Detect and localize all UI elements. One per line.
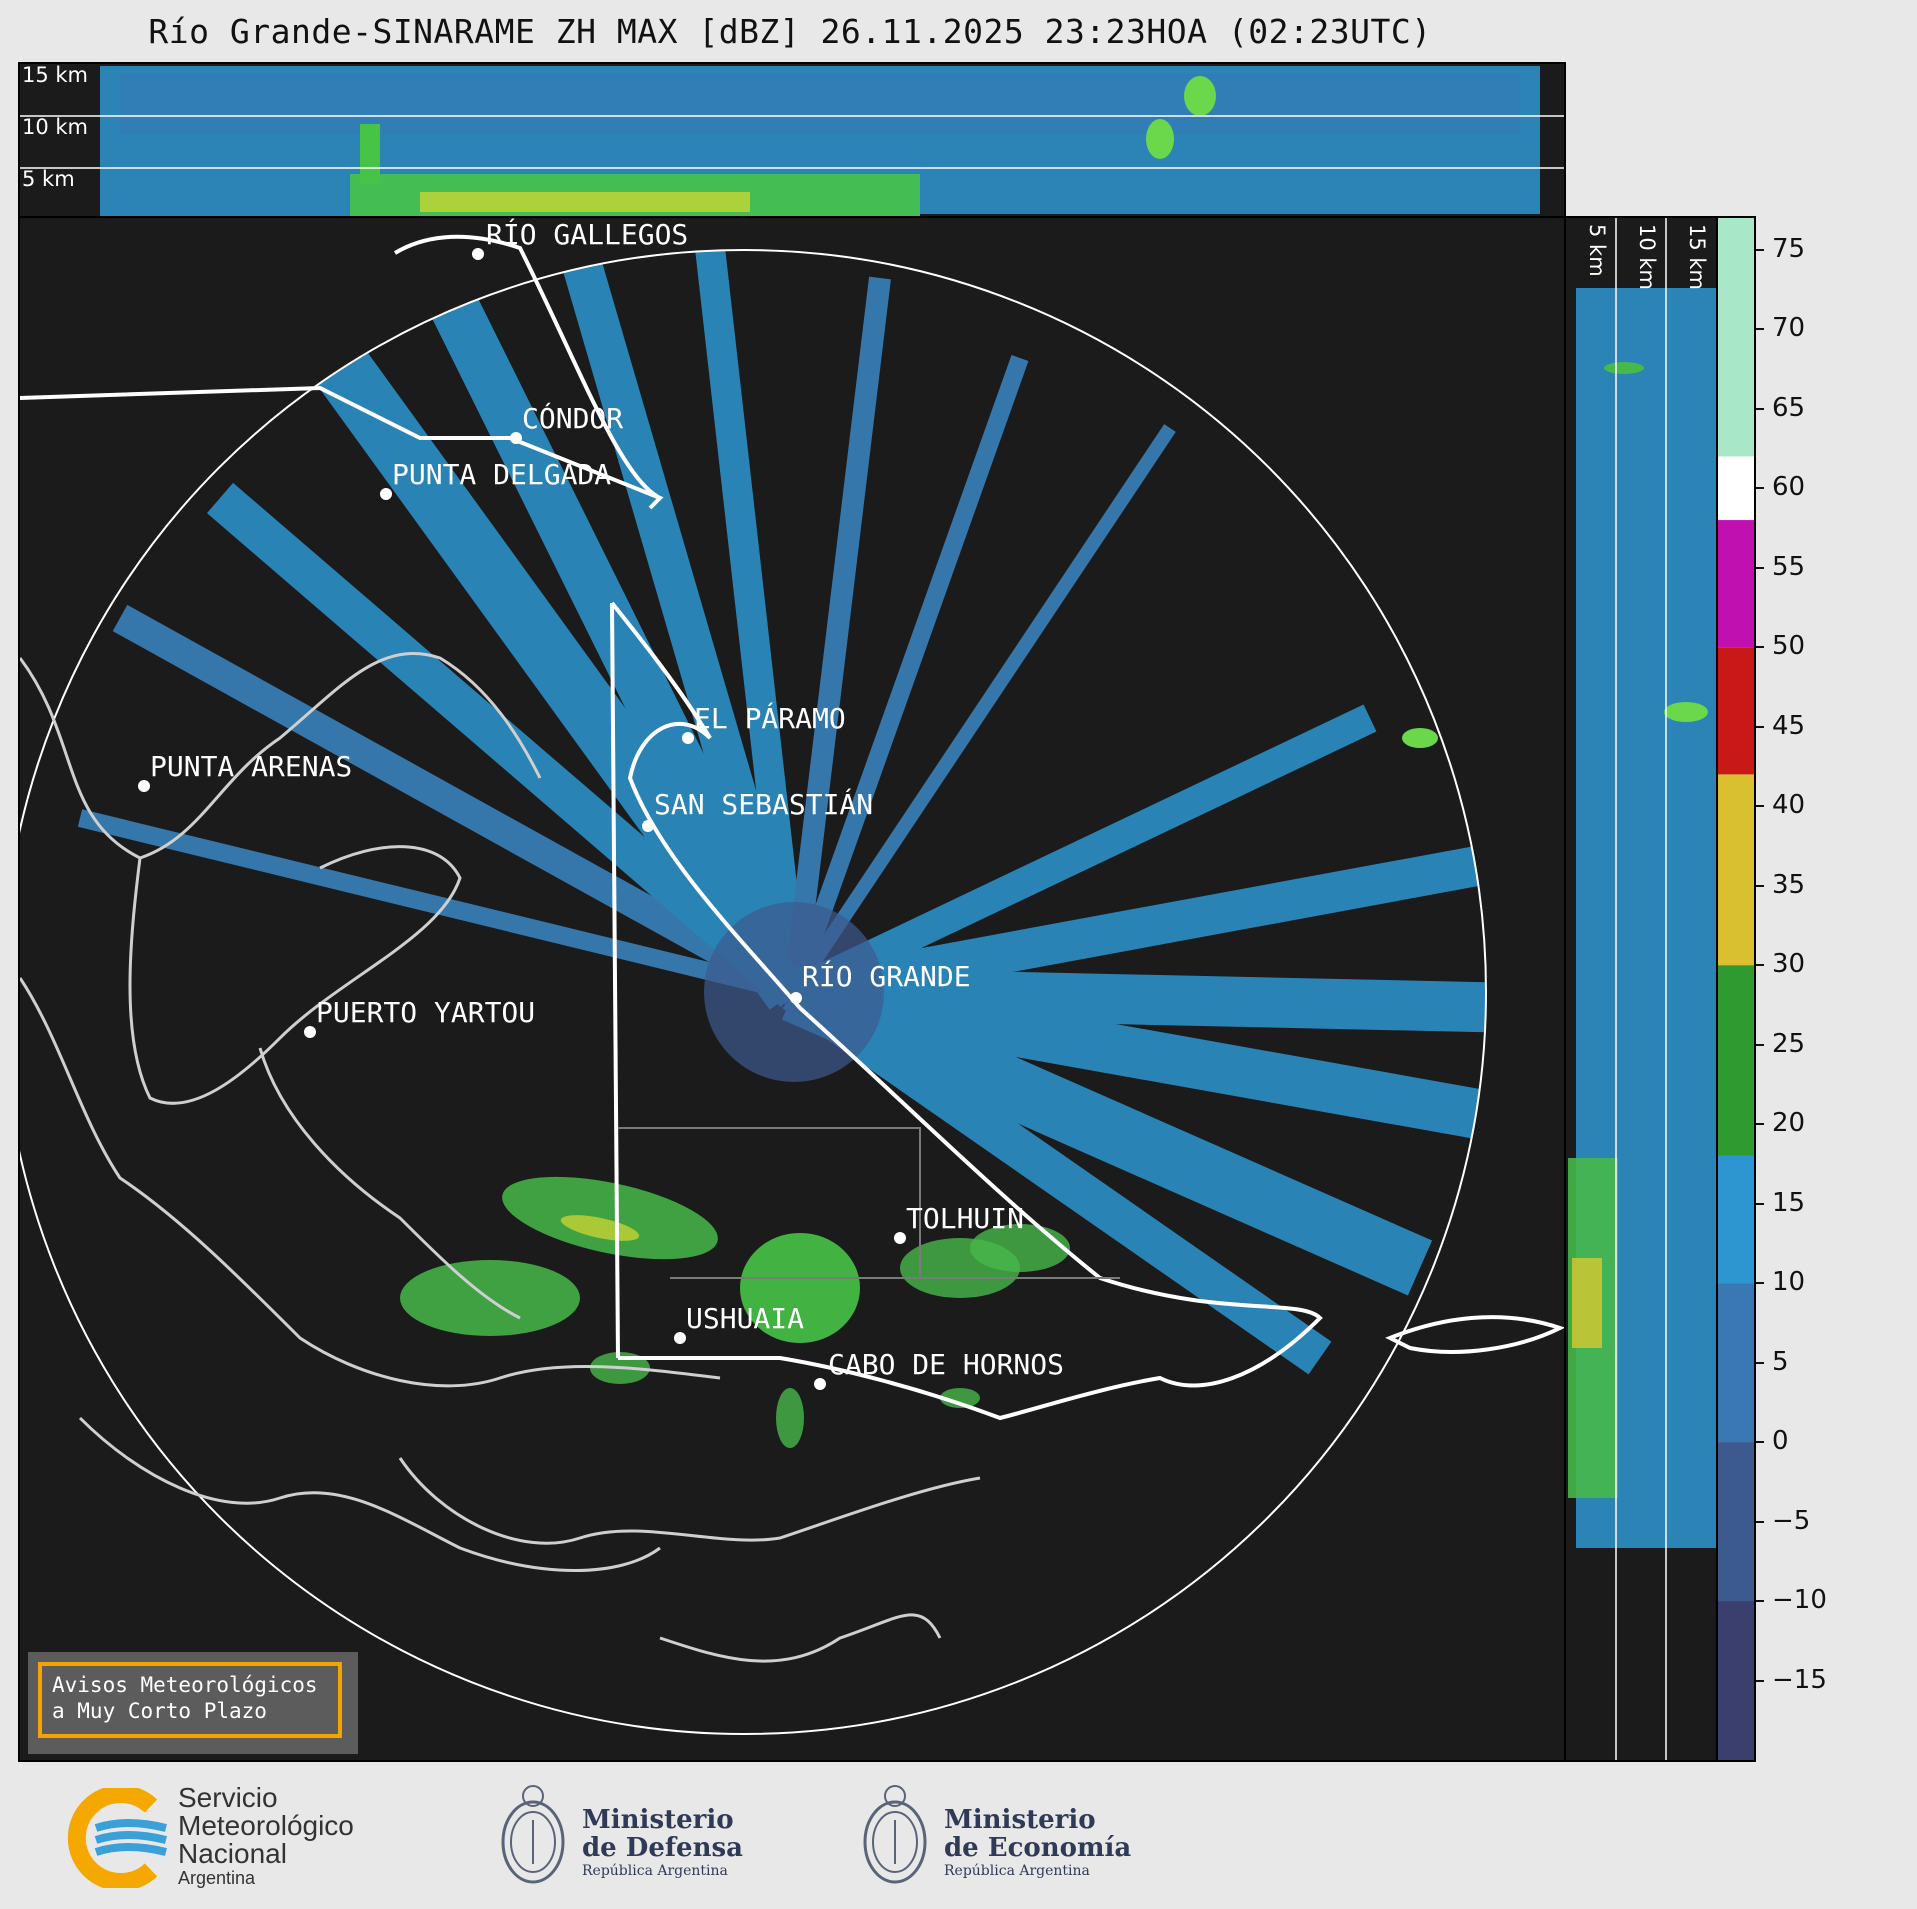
colorbar-tick-label: 70	[1755, 313, 1805, 343]
smn-line-1: Servicio	[178, 1782, 278, 1813]
colorbar-band	[1718, 1442, 1754, 1602]
label-punta-delgada: PUNTA DELGADA	[392, 458, 611, 491]
economia-line-3: República Argentina	[944, 1863, 1090, 1879]
smn-line-3: Nacional	[178, 1838, 287, 1869]
colorbar-band	[1718, 1155, 1754, 1284]
radar-map-panel[interactable]: RÍO GALLEGOS CÓNDOR PUNTA DELGADA EL PÁR…	[18, 216, 1566, 1762]
label-el-paramo: EL PÁRAMO	[694, 701, 846, 735]
colorbar-tick-label: 50	[1755, 631, 1805, 661]
colorbar-tick-label: 15	[1755, 1188, 1805, 1218]
height-label-15km: 15 km	[22, 64, 88, 87]
economia-logo-text: Ministerio de Economía República Argenti…	[944, 1806, 1131, 1880]
defensa-logo-text: Ministerio de Defensa República Argentin…	[582, 1806, 743, 1880]
defensa-line-3: República Argentina	[582, 1863, 728, 1879]
colorbar-tick-label: 0	[1756, 1426, 1789, 1456]
colorbar-band	[1718, 965, 1754, 1156]
page-title: Río Grande-SINARAME ZH MAX [dBZ] 26.11.2…	[148, 12, 1432, 51]
alert-line-2: a Muy Corto Plazo	[52, 1699, 267, 1723]
province-boundaries	[618, 1127, 1120, 1279]
top-echo-yellow-core	[420, 192, 750, 212]
label-punta-arenas: PUNTA ARENAS	[150, 750, 352, 783]
smn-line-2: Meteorológico	[178, 1810, 354, 1841]
colorbar-band	[1718, 774, 1754, 966]
side-height-label-15km: 15 km	[1685, 224, 1709, 290]
smn-logo-text: Servicio Meteorológico Nacional Argentin…	[178, 1782, 354, 1889]
top-echo-column	[360, 124, 380, 184]
radar-map: RÍO GALLEGOS CÓNDOR PUNTA DELGADA EL PÁR…	[20, 218, 1564, 1760]
top-cross-section-panel: 15 km 10 km 5 km	[18, 62, 1566, 218]
city-markers	[138, 248, 906, 1390]
colorbar-tick-label: −15	[1756, 1665, 1827, 1695]
label-condor: CÓNDOR	[522, 401, 623, 435]
colorbar-tick-label: 35	[1755, 870, 1805, 900]
colorbar-band	[1718, 1283, 1754, 1443]
defensa-line-2: de Defensa	[582, 1833, 743, 1863]
dbz-colorbar	[1716, 216, 1756, 1762]
precipitation-cells	[400, 728, 1438, 1448]
colorbar-band	[1718, 520, 1754, 648]
side-cross-section-panel: 5 km 10 km 15 km	[1564, 216, 1718, 1762]
economia-seal-icon	[863, 1785, 927, 1884]
economia-line-2: de Economía	[944, 1833, 1132, 1863]
alert-frame: Avisos Meteorológicos a Muy Corto Plazo	[38, 1662, 342, 1738]
radar-echo-layer	[77, 250, 1486, 1448]
label-rio-gallegos: RÍO GALLEGOS	[486, 218, 688, 251]
radar-range-ring	[20, 249, 1487, 1735]
colorbar-tick-label: −5	[1755, 1506, 1810, 1536]
colorbar-tick-label: 20	[1755, 1108, 1805, 1138]
colorbar-bands	[1718, 218, 1754, 1760]
colorbar-tick-label: 55	[1755, 552, 1805, 582]
side-echo-blob	[1604, 362, 1644, 374]
colorbar-tick-label: 30	[1755, 949, 1805, 979]
height-label-5km: 5 km	[22, 167, 75, 191]
colorbar-tick-label: 25	[1755, 1029, 1805, 1059]
side-echo-yellow-core	[1572, 1258, 1602, 1348]
alert-box: Avisos Meteorológicos a Muy Corto Plazo	[28, 1652, 358, 1754]
smn-line-4: Argentina	[178, 1868, 256, 1888]
side-height-label-10km: 10 km	[1635, 224, 1659, 290]
label-puerto-yartou: PUERTO YARTOU	[316, 996, 535, 1029]
top-echo-blob	[1184, 76, 1216, 116]
top-cross-section-plot: 15 km 10 km 5 km	[20, 64, 1564, 216]
colorbar-band	[1718, 647, 1754, 775]
alert-line-1: Avisos Meteorológicos	[52, 1673, 318, 1697]
side-cross-section-plot: 5 km 10 km 15 km	[1568, 218, 1716, 1760]
colorbar-tick-label: 10	[1755, 1267, 1805, 1297]
colorbar-tick-label: 40	[1755, 790, 1805, 820]
coastlines	[20, 652, 981, 1663]
colorbar-tick-label: 45	[1755, 711, 1805, 741]
top-echo-blob	[1146, 119, 1174, 159]
label-cabo-de-hornos: CABO DE HORNOS	[828, 1348, 1064, 1381]
economia-line-1: Ministerio	[944, 1805, 1096, 1835]
height-label-10km: 10 km	[22, 115, 88, 139]
colorbar-band	[1718, 456, 1754, 521]
colorbar-tick-label: −10	[1756, 1585, 1827, 1615]
defensa-seal-icon	[501, 1785, 565, 1884]
colorbar-tick-label: 65	[1755, 393, 1805, 423]
side-height-label-5km: 5 km	[1585, 224, 1609, 277]
label-ushuaia: USHUAIA	[686, 1302, 804, 1335]
colorbar-band	[1718, 1601, 1754, 1760]
colorbar-band	[1718, 218, 1754, 457]
borders-and-coast	[20, 234, 1564, 1421]
label-san-sebastian: SAN SEBASTIÁN	[654, 787, 873, 821]
colorbar-tick-label: 5	[1756, 1347, 1789, 1377]
colorbar-tick-label: 75	[1755, 234, 1805, 264]
side-echo-blob	[1664, 702, 1708, 722]
colorbar-tick-label: 60	[1755, 472, 1805, 502]
smn-logo-icon	[67, 1788, 167, 1888]
label-tolhuin: TOLHUIN	[906, 1202, 1024, 1235]
top-echo-upper	[120, 74, 1520, 134]
defensa-line-1: Ministerio	[582, 1805, 734, 1835]
label-rio-grande: RÍO GRANDE	[802, 959, 971, 993]
footer-logos: Servicio Meteorológico Nacional Argentin…	[0, 1770, 1917, 1909]
